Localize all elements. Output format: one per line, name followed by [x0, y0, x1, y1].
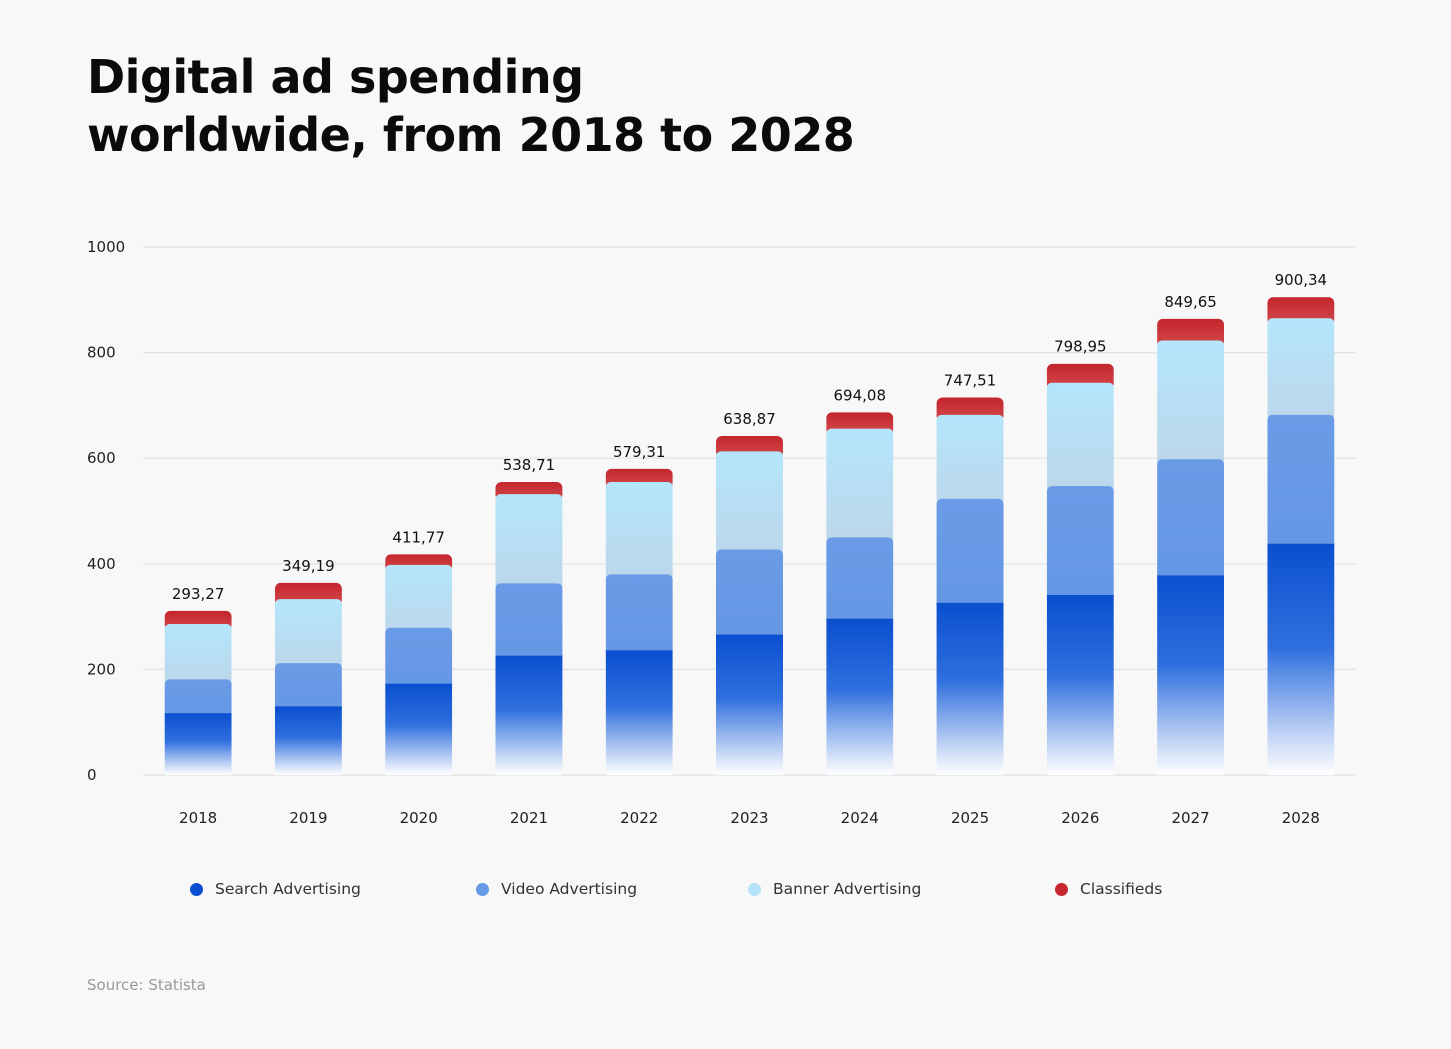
bar-group-2020: [385, 554, 453, 775]
total-label-2021: 538,71: [503, 456, 556, 474]
bar-video-2022: [605, 574, 673, 657]
bar-banner-2019: [274, 599, 342, 670]
bar-banner-2028: [1267, 318, 1335, 421]
legend-item-search: Search Advertising: [190, 880, 361, 898]
bar-video-2019: [274, 663, 342, 713]
total-label-2027: 849,65: [1164, 293, 1217, 311]
bar-video-2028: [1267, 414, 1335, 550]
x-tick-label-2018: 2018: [179, 809, 217, 827]
x-tick-label-2026: 2026: [1061, 809, 1099, 827]
total-label-2022: 579,31: [613, 443, 666, 461]
x-tick-label-2019: 2019: [289, 809, 327, 827]
bar-video-2021: [495, 583, 563, 662]
stacked-bar-chart: 0 200 400 600 800 1000 293,27 2018 349,19 2019 411…: [87, 238, 1356, 827]
bar-banner-2023: [716, 451, 783, 556]
bar-search-2024: [826, 618, 894, 775]
source-note: Source: Statista: [87, 976, 206, 994]
y-tick-label-0: 0: [87, 766, 97, 784]
x-tick-label-2022: 2022: [620, 809, 658, 827]
total-label-2028: 900,34: [1275, 271, 1328, 289]
bar-classifieds-2026: [1046, 363, 1114, 389]
total-label-2024: 694,08: [834, 386, 887, 404]
legend-item-video: Video Advertising: [476, 880, 637, 898]
y-tick-label-1000: 1000: [87, 238, 125, 256]
x-tick-label-2023: 2023: [730, 809, 768, 827]
bar-group-2026: [1046, 363, 1114, 775]
legend-dot-classifieds: [1055, 882, 1068, 896]
legend-dot-search: [190, 882, 203, 896]
y-tick-label-800: 800: [87, 344, 116, 362]
bar-classifieds-2027: [1157, 318, 1225, 347]
bar-search-2022: [605, 650, 673, 775]
bar-banner-2025: [936, 414, 1004, 505]
x-tick-label-2027: 2027: [1171, 809, 1209, 827]
bar-group-2023: [716, 436, 783, 775]
legend-label-search: Search Advertising: [215, 880, 361, 898]
x-tick-label-2025: 2025: [951, 809, 989, 827]
x-tick-label-2028: 2028: [1282, 809, 1320, 827]
labels: 0 200 400 600 800 1000 293,27 2018 349,19 2019 411…: [87, 238, 1327, 827]
bar-banner-2020: [385, 564, 453, 634]
x-tick-label-2020: 2020: [400, 809, 438, 827]
legend-label-video: Video Advertising: [501, 880, 638, 898]
legend-label-banner: Banner Advertising: [773, 880, 922, 898]
chart-title-line-2: worldwide, from 2018 to 2028: [87, 108, 855, 162]
legend-dot-banner: [748, 882, 761, 896]
bar-video-2020: [385, 627, 453, 690]
bar-video-2027: [1157, 459, 1225, 582]
legend-item-banner: Banner Advertising: [748, 880, 921, 898]
total-label-2018: 293,27: [172, 585, 225, 603]
bar-video-2024: [826, 537, 894, 625]
bar-search-2028: [1267, 543, 1335, 775]
x-tick-label-2024: 2024: [841, 809, 879, 827]
total-label-2026: 798,95: [1054, 338, 1107, 356]
bar-group-2022: [605, 468, 673, 775]
total-label-2020: 411,77: [392, 528, 445, 546]
bar-group-2024: [826, 412, 894, 775]
total-label-2019: 349,19: [282, 557, 335, 575]
bar-search-2023: [716, 634, 783, 775]
bar-video-2026: [1046, 486, 1114, 601]
bar-banner-2021: [495, 494, 563, 590]
bar-group-2025: [936, 397, 1004, 775]
bar-banner-2018: [164, 623, 232, 686]
bar-video-2023: [716, 549, 783, 641]
legend: Search Advertising Video Advertising Ban…: [0, 880, 1451, 904]
total-label-2025: 747,51: [944, 371, 997, 389]
bar-search-2026: [1046, 594, 1114, 775]
bar-search-2019: [274, 706, 342, 775]
bar-search-2021: [495, 655, 563, 775]
y-tick-label-400: 400: [87, 555, 116, 573]
bar-group-2028: [1267, 297, 1335, 775]
bar-banner-2022: [605, 481, 673, 581]
bar-banner-2024: [826, 428, 894, 544]
legend-label-classifieds: Classifieds: [1080, 880, 1163, 898]
bar-group-2021: [495, 481, 563, 775]
y-tick-label-200: 200: [87, 660, 116, 678]
bar-video-2025: [936, 498, 1004, 609]
bar-search-2020: [385, 683, 453, 775]
bar-group-2027: [1157, 318, 1225, 775]
bars: [164, 297, 1335, 775]
bar-classifieds-2028: [1267, 297, 1335, 325]
bar-banner-2026: [1046, 382, 1114, 493]
y-tick-label-600: 600: [87, 449, 116, 467]
x-tick-label-2021: 2021: [510, 809, 548, 827]
bar-video-2018: [164, 679, 232, 720]
bar-search-2027: [1157, 575, 1225, 775]
bar-search-2018: [164, 713, 232, 775]
bar-group-2019: [274, 582, 342, 775]
legend-item-classifieds: Classifieds: [1055, 880, 1162, 898]
bar-group-2018: [164, 610, 232, 775]
bar-search-2025: [936, 602, 1004, 775]
chart-title: Digital ad spending worldwide, from 2018…: [87, 48, 855, 164]
legend-dot-video: [476, 882, 489, 896]
total-label-2023: 638,87: [723, 410, 776, 428]
bar-banner-2027: [1157, 340, 1225, 466]
chart-title-line-1: Digital ad spending: [87, 50, 584, 104]
